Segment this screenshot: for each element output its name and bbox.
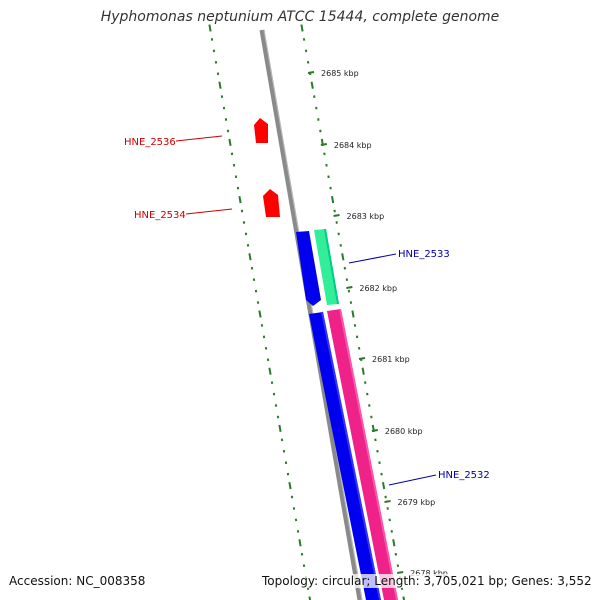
outer-ring-dot (361, 367, 365, 375)
scale-tick-label: 2678 kbp (410, 569, 448, 578)
outer-ring-dot (392, 539, 396, 547)
gene-hne-2532[interactable] (309, 312, 381, 600)
inner-ring-dot (258, 310, 262, 318)
rna-feature-edge (324, 228, 339, 305)
outer-dotted-ring (300, 24, 406, 600)
gene-hne-2534[interactable] (263, 189, 280, 217)
accession-text: Accession: NC_008358 (9, 574, 146, 588)
scale-tick-label: 2683 kbp (347, 212, 385, 221)
scale-tick-mark (320, 143, 328, 146)
outer-ring-dot (331, 195, 335, 204)
inner-ring-dot (308, 596, 312, 600)
scale-tick-label: 2681 kbp (372, 355, 410, 364)
scale-tick-mark (397, 571, 404, 574)
scale-tick-label: 2679 kbp (398, 498, 436, 507)
scale-tick-label: 2684 kbp (334, 141, 372, 150)
gene-label-hne-2534[interactable]: HNE_2534 (134, 210, 186, 221)
inner-ring-dot (238, 195, 242, 204)
gene-hne-2536[interactable] (254, 118, 268, 143)
inner-ring-dot (248, 253, 252, 261)
outer-ring-dot (310, 81, 314, 89)
genome-summary-text: Topology: circular; Length: 3,705,021 bp… (262, 574, 592, 588)
outer-ring-dot (341, 253, 345, 261)
gene-hne-2533[interactable] (296, 231, 321, 306)
label-pointer-hne-2534 (185, 208, 233, 215)
gene-label-hne-2533[interactable]: HNE_2533 (398, 249, 450, 260)
gene-hne-2532-edge (321, 311, 381, 600)
inner-dotted-ring (208, 24, 312, 600)
inner-ring-dot (208, 24, 212, 32)
outer-ring-dot (300, 24, 304, 32)
scale-tick-mark (346, 286, 353, 289)
label-pointer-hne-2532 (388, 474, 437, 486)
inner-ring-dot (228, 138, 232, 147)
pink-feature-edge (339, 308, 398, 600)
scale-tick-label: 2682 kbp (359, 284, 397, 293)
inner-ring-dot (218, 81, 222, 89)
label-pointer-hne-2533 (348, 253, 397, 264)
inner-ring-dot (288, 481, 292, 490)
scale-tick-mark (358, 357, 366, 360)
scale-tick-mark (333, 214, 340, 217)
rna-feature-green[interactable] (314, 229, 339, 305)
inner-ring-dot (298, 539, 302, 547)
inner-ring-dot (268, 367, 272, 375)
label-pointer-hne-2536 (175, 135, 223, 142)
map-title: Hyphomonas neptunium ATCC 15444, complet… (100, 9, 500, 25)
gene-label-hne-2536[interactable]: HNE_2536 (124, 137, 176, 148)
pink-feature[interactable] (327, 309, 398, 600)
outer-ring-dot (402, 596, 406, 600)
outer-ring-dot (351, 310, 355, 318)
scale-tick-label: 2680 kbp (385, 427, 423, 436)
scale-tick-mark (307, 71, 315, 74)
gene-label-hne-2532[interactable]: HNE_2532 (438, 470, 490, 481)
scale-tick-mark (384, 500, 391, 503)
scale-ticks: 2685 kbp 2684 kbp 2683 kbp 2682 kbp 2681 kbp… (307, 69, 448, 578)
scale-tick-label: 2685 kbp (321, 69, 359, 78)
inner-ring-dot (278, 424, 282, 433)
scale-tick-mark (371, 429, 379, 432)
outer-ring-dot (382, 481, 386, 490)
